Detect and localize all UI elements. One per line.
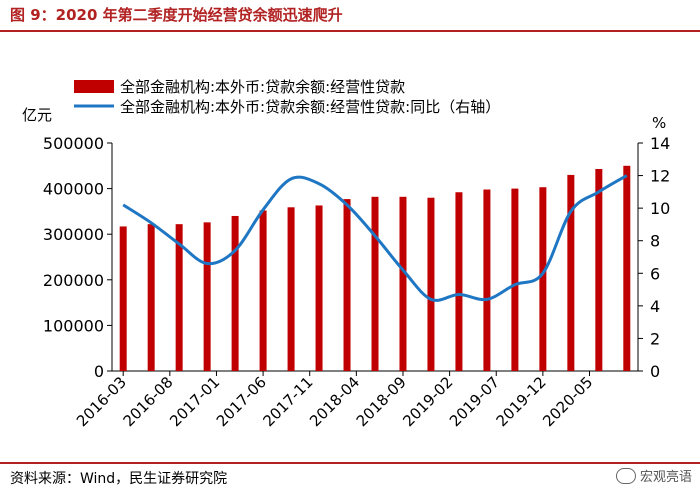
legend-bar-label: 全部金融机构:本外币:贷款余额:经营性贷款 [120,78,405,96]
bar [399,196,407,371]
bar [371,196,379,371]
bar [539,187,547,371]
bar [315,205,323,371]
bar [259,210,267,371]
bottom-rule [0,462,700,464]
left-tick-label: 400000 [43,180,104,199]
left-tick-label: 300000 [43,225,104,244]
left-tick-label: 100000 [43,316,104,335]
bar [175,224,183,371]
right-tick-label: 4 [650,297,660,316]
chart: 全部金融机构:本外币:贷款余额:经营性贷款 全部金融机构:本外币:贷款余额:经营… [22,78,670,430]
bar-series [119,165,631,371]
right-tick-label: 0 [650,362,660,381]
right-tick-label: 2 [650,329,660,348]
bar [595,168,603,371]
right-tick-label: 6 [650,264,660,283]
x-tick-label: 2016-08 [120,373,177,430]
x-tick-label: 2018-09 [353,373,410,430]
bar [287,207,295,371]
right-unit-label: % [652,114,666,132]
right-tick-label: 14 [650,134,670,153]
left-tick-label: 500000 [43,134,104,153]
right-tick-label: 10 [650,199,670,218]
watermark-text: 宏观亮语 [639,470,692,485]
x-tick-label: 2020-05 [539,373,596,430]
source-note: 资料来源：Wind，民生证券研究院 [10,471,228,487]
bar [511,188,519,371]
bar [427,197,435,371]
bar [147,224,155,371]
wechat-icon [615,467,636,484]
left-tick-label: 200000 [43,271,104,290]
figure-title: 图 9：2020 年第二季度开始经营贷余额迅速爬升 [10,6,343,24]
bar [343,199,351,371]
x-tick-label: 2016-03 [73,373,130,430]
axes: 0 100000 200000 300000 400000 500000 0 2 4 6 8 10 12… [43,134,670,430]
top-rule [0,30,700,32]
left-tick-label: 0 [94,362,104,381]
line-series [122,174,628,302]
bar [483,189,491,371]
x-tick-label: 2017-01 [166,373,223,430]
bar [119,226,127,371]
bar [567,174,575,371]
bar [623,165,631,371]
x-tick-label: 2017-06 [213,373,270,430]
x-tick-label: 2019-12 [493,373,550,430]
x-tick-label: 2019-07 [446,373,503,430]
bar [231,215,239,371]
legend-bar-swatch [74,80,114,93]
x-tick-label: 2017-11 [259,373,316,430]
x-tick-label: 2019-02 [399,373,456,430]
legend: 全部金融机构:本外币:贷款余额:经营性贷款 全部金融机构:本外币:贷款余额:经营… [74,78,500,116]
right-tick-label: 12 [650,167,670,186]
x-tick-label: 2018-04 [306,373,363,430]
bar [203,222,211,371]
watermark: 宏观亮语 [615,466,692,485]
left-unit-label: 亿元 [22,106,52,124]
right-tick-label: 8 [650,232,660,251]
legend-line-label: 全部金融机构:本外币:贷款余额:经营性贷款:同比（右轴） [120,98,500,116]
bar [455,192,463,371]
